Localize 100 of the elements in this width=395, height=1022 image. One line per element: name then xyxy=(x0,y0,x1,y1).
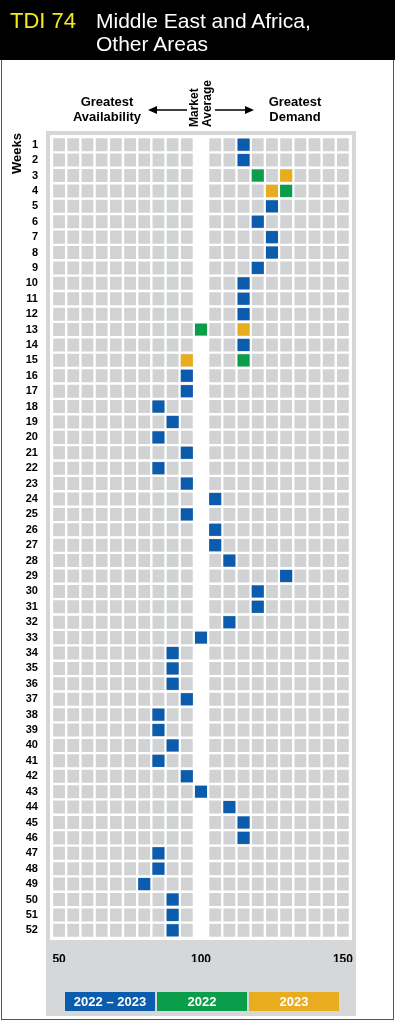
y-tick-label: 10 xyxy=(25,276,38,289)
ref-line-label: Market Average xyxy=(187,79,215,127)
y-tick-label: 19 xyxy=(25,415,38,427)
point xyxy=(180,508,193,521)
point xyxy=(280,184,293,197)
point xyxy=(166,908,179,921)
point xyxy=(237,138,250,151)
point xyxy=(209,492,222,506)
y-tick-label: 52 xyxy=(25,923,38,936)
point xyxy=(265,246,279,259)
y-tick-label: 5 xyxy=(31,199,38,212)
point xyxy=(223,554,236,567)
y-tick-label: 22 xyxy=(25,461,38,474)
point xyxy=(280,569,293,583)
y-tick-label: 45 xyxy=(25,815,38,828)
point xyxy=(251,169,264,182)
y-tick-label: 20 xyxy=(25,430,38,443)
point xyxy=(180,693,193,706)
y-tick-label: 44 xyxy=(25,800,39,813)
point xyxy=(251,261,264,275)
y-tick-label: 31 xyxy=(25,599,38,612)
point xyxy=(166,415,179,429)
point xyxy=(280,169,293,182)
text: Greatest Availability xyxy=(72,93,142,124)
y-tick-label: 38 xyxy=(25,707,38,720)
point xyxy=(237,831,250,844)
y-tick-label: 21 xyxy=(25,445,38,458)
y-tick-label: 47 xyxy=(25,846,38,859)
y-tick-label: 40 xyxy=(25,738,38,751)
y-tick-label: 4 xyxy=(31,183,39,196)
y-tick-label: 46 xyxy=(25,830,38,843)
point xyxy=(265,200,279,213)
point xyxy=(152,847,165,860)
point xyxy=(180,369,193,382)
y-tick-label: 50 xyxy=(25,892,38,905)
y-tick-label: 28 xyxy=(25,553,38,566)
y-tick-label: 29 xyxy=(25,569,38,582)
point xyxy=(237,292,250,305)
y-tick-label: 18 xyxy=(25,399,38,412)
y-tick-label: 48 xyxy=(25,861,38,874)
point xyxy=(265,231,279,244)
y-tick-label: 6 xyxy=(31,214,38,227)
y-tick-label: 41 xyxy=(25,753,38,766)
y-tick-label: 24 xyxy=(25,492,39,505)
point xyxy=(237,308,250,321)
point xyxy=(152,862,165,875)
y-axis-title: Weeks xyxy=(8,133,24,174)
y-tick-label: 32 xyxy=(25,615,38,628)
y-tick-label: 16 xyxy=(25,368,38,381)
point xyxy=(180,354,193,367)
y-tick-label: 26 xyxy=(25,522,38,535)
point xyxy=(180,446,193,459)
point xyxy=(194,323,208,336)
point xyxy=(152,708,165,721)
point xyxy=(223,800,236,814)
point xyxy=(194,785,208,798)
y-tick-label: 11 xyxy=(26,291,38,304)
point xyxy=(237,816,250,829)
point xyxy=(166,646,179,660)
y-tick-label: 14 xyxy=(25,337,39,350)
y-tick-label: 9 xyxy=(31,260,38,273)
y-tick-label: 13 xyxy=(25,322,38,335)
chart-title: TDI 74 xyxy=(10,8,77,33)
point xyxy=(223,616,236,629)
point xyxy=(194,631,208,644)
y-tick-label: 1 xyxy=(31,137,38,150)
point xyxy=(152,400,165,413)
point xyxy=(237,354,250,367)
y-tick-label: 51 xyxy=(25,907,38,920)
point xyxy=(180,477,193,490)
point xyxy=(180,770,193,783)
point xyxy=(237,277,250,290)
point xyxy=(209,539,222,552)
point xyxy=(166,924,179,937)
point xyxy=(138,878,151,891)
y-tick-label: 2 xyxy=(31,153,38,166)
point xyxy=(251,600,264,613)
y-tick-label: 39 xyxy=(25,723,38,736)
y-tick-label: 43 xyxy=(25,784,38,797)
point xyxy=(237,323,250,336)
point xyxy=(209,523,222,536)
y-tick-label: 36 xyxy=(25,676,38,689)
text: 2022 – 2023 xyxy=(65,992,155,1011)
text: 2022 xyxy=(157,992,247,1011)
point xyxy=(166,662,179,675)
y-tick-label: 7 xyxy=(31,230,38,243)
point xyxy=(251,215,264,228)
y-tick-label: 25 xyxy=(25,507,38,520)
y-tick-label: 23 xyxy=(25,476,38,489)
point xyxy=(251,585,264,598)
y-tick-label: 15 xyxy=(25,353,38,366)
text: 2023 xyxy=(249,992,339,1011)
point xyxy=(265,184,279,197)
y-tick-label: 12 xyxy=(25,307,38,320)
y-tick-label: 30 xyxy=(25,584,38,597)
point xyxy=(152,431,165,444)
point xyxy=(166,739,179,752)
point xyxy=(166,677,179,690)
y-tick-label: 49 xyxy=(25,877,38,890)
y-tick-label: 3 xyxy=(31,168,38,181)
